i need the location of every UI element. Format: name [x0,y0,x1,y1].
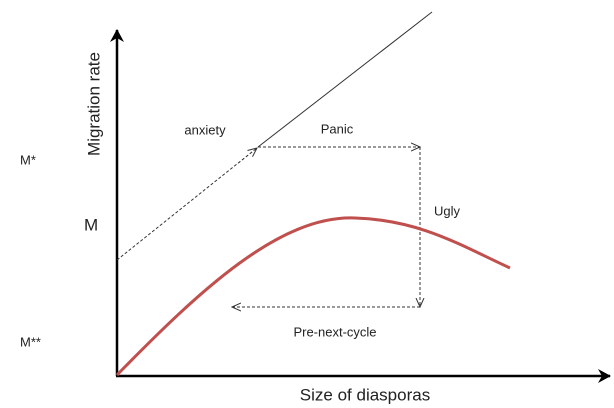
level-label: M** [20,334,41,349]
curve [115,216,511,377]
y-axis-label: Migration rate [84,52,103,156]
level-label: M* [20,152,36,167]
x-axis-label: Size of diasporas [300,385,430,404]
anxiety-arrow [116,148,257,261]
annotation: Ugly [434,203,461,218]
annotation: Panic [321,121,354,136]
panic-line [257,11,433,148]
annotation: Pre-next-cycle [293,324,376,339]
level-label: M [84,215,98,234]
annotation: anxiety [184,122,226,137]
